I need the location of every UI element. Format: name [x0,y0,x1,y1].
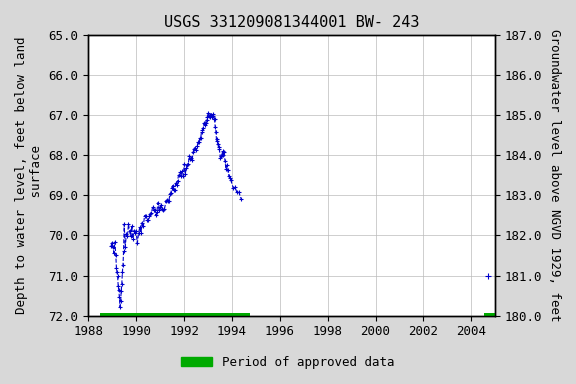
Y-axis label: Depth to water level, feet below land
 surface: Depth to water level, feet below land su… [15,37,43,314]
Title: USGS 331209081344001 BW- 243: USGS 331209081344001 BW- 243 [164,15,419,30]
Legend: Period of approved data: Period of approved data [176,351,400,374]
Y-axis label: Groundwater level above NGVD 1929, feet: Groundwater level above NGVD 1929, feet [548,29,561,322]
